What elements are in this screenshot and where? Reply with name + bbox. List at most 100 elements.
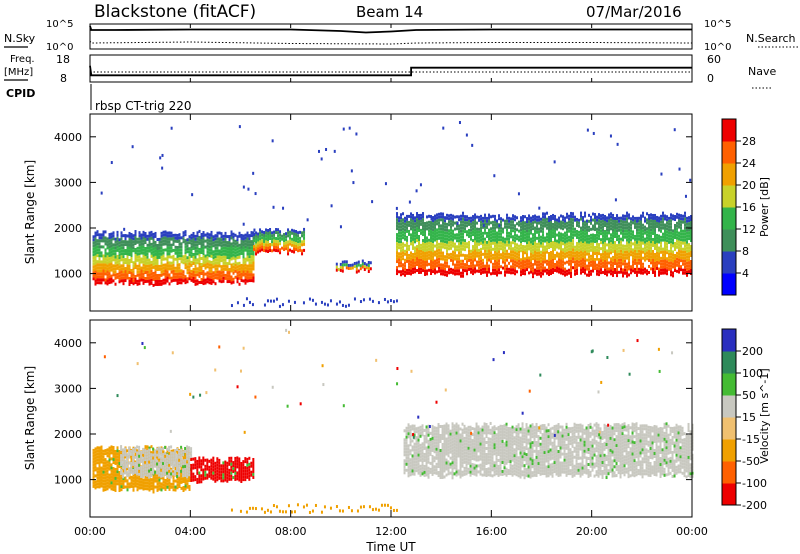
heatmap-cell — [174, 257, 177, 261]
heatmap-cell — [578, 233, 581, 237]
heatmap-cell — [498, 229, 501, 233]
heatmap-cell — [470, 258, 473, 262]
heatmap-cell — [400, 219, 403, 223]
heatmap-cell — [126, 456, 129, 460]
heatmap-cell — [250, 240, 253, 244]
heatmap-cell — [100, 275, 103, 279]
heatmap-cell — [622, 253, 625, 257]
heatmap-cell — [520, 219, 523, 223]
heatmap-cell — [554, 256, 557, 260]
heatmap-cell — [676, 224, 679, 228]
heatmap-cell — [680, 259, 683, 263]
heatmap-cell — [512, 271, 515, 275]
heatmap-cell — [674, 254, 677, 258]
heatmap-cell — [562, 248, 565, 252]
heatmap-cell — [120, 467, 123, 471]
heatmap-cell — [112, 455, 115, 459]
heatmap-cell — [558, 237, 561, 241]
heatmap-cell — [592, 263, 595, 267]
heatmap-cell — [102, 464, 105, 468]
heatmap-cell — [424, 263, 427, 267]
heatmap-cell — [172, 488, 175, 492]
heatmap-cell — [134, 281, 137, 285]
heatmap-cell — [508, 222, 511, 226]
heatmap-cell — [122, 249, 125, 253]
heatmap-cell — [602, 258, 605, 262]
heatmap-cell — [112, 470, 115, 474]
heatmap-cell — [180, 245, 183, 249]
heatmap-cell — [118, 477, 121, 481]
heatmap-cell — [600, 253, 603, 257]
heatmap-cell — [470, 261, 473, 265]
heatmap-cell — [120, 454, 123, 458]
heatmap-cell — [486, 222, 489, 226]
heatmap-cell — [676, 242, 679, 246]
heatmap-cell — [506, 222, 509, 226]
heatmap-cell — [474, 258, 477, 262]
heatmap-cell — [152, 447, 155, 451]
heatmap-cell — [496, 240, 499, 244]
heatmap-cell — [132, 482, 135, 486]
heatmap-cell — [184, 254, 187, 258]
heatmap-cell — [400, 273, 403, 277]
heatmap-cell — [126, 240, 129, 244]
heatmap-cell — [672, 259, 675, 263]
heatmap-cell — [357, 260, 360, 264]
heatmap-cell — [516, 234, 519, 238]
heatmap-cell — [104, 236, 107, 240]
heatmap-cell — [194, 255, 197, 259]
heatmap-cell — [484, 252, 487, 256]
heatmap-cell — [558, 246, 561, 250]
heatmap-cell — [146, 452, 149, 456]
heatmap-cell — [426, 251, 429, 255]
heatmap-cell — [198, 265, 201, 269]
heatmap-cell — [166, 243, 169, 247]
heatmap-cell — [656, 215, 659, 219]
heatmap-cell — [204, 260, 207, 264]
heatmap-cell — [640, 253, 643, 257]
heatmap-cell — [570, 256, 573, 260]
heatmap-cell — [438, 251, 441, 255]
heatmap-cell — [546, 226, 549, 230]
heatmap-cell — [198, 259, 201, 263]
heatmap-cell — [222, 267, 225, 271]
heatmap-cell — [220, 277, 223, 281]
heatmap-cell — [612, 264, 615, 268]
heatmap-cell — [670, 270, 673, 274]
heatmap-cell — [472, 260, 475, 264]
isolated-echo — [342, 127, 345, 131]
heatmap-cell — [608, 237, 611, 241]
heatmap-cell — [596, 230, 599, 234]
heatmap-cell — [676, 245, 679, 249]
heatmap-cell — [612, 273, 615, 277]
heatmap-cell — [614, 253, 617, 257]
heatmap-cell — [150, 478, 153, 482]
heatmap-cell — [654, 234, 657, 238]
heatmap-cell — [176, 245, 179, 249]
heatmap-cell — [652, 249, 655, 253]
heatmap-cell — [550, 236, 553, 240]
heatmap-cell — [640, 241, 643, 245]
heatmap-cell — [648, 219, 651, 223]
heatmap-cell — [608, 216, 611, 220]
heatmap-cell — [562, 236, 565, 240]
heatmap-cell — [652, 270, 655, 274]
heatmap-cell — [164, 263, 167, 267]
heatmap-cell — [470, 225, 473, 229]
heatmap-cell — [289, 230, 292, 234]
heatmap-cell — [130, 241, 133, 245]
heatmap-cell — [536, 272, 539, 276]
heatmap-cell — [484, 216, 487, 220]
heatmap-cell — [614, 220, 617, 224]
heatmap-cell — [488, 228, 491, 232]
heatmap-cell — [287, 249, 290, 253]
heatmap-cell — [500, 220, 503, 224]
heatmap-cell — [642, 232, 645, 236]
heatmap-cell — [664, 262, 667, 266]
heatmap-cell — [434, 253, 437, 257]
heatmap-cell — [226, 235, 229, 239]
heatmap-cell — [102, 467, 105, 471]
heatmap-cell — [540, 229, 543, 233]
heatmap-cell — [534, 247, 537, 251]
heatmap-cell — [293, 238, 296, 242]
